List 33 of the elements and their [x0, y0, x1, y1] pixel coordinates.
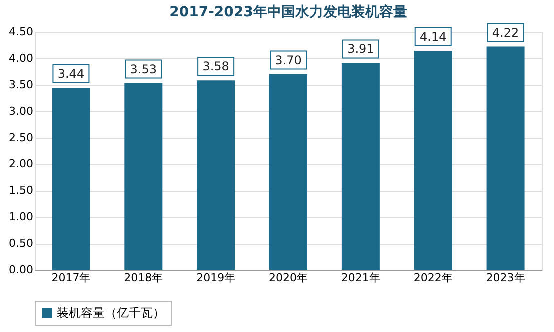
y-tick-label: 3.50: [9, 78, 34, 92]
x-tick-label: 2020年: [269, 272, 308, 284]
bar: [486, 46, 525, 270]
bar: [52, 88, 90, 270]
x-tick-label: 2017年: [52, 272, 91, 284]
bar: [197, 80, 236, 270]
text: 4.22: [492, 26, 520, 40]
bar: [270, 74, 308, 270]
legend-label: 装机容量（亿千瓦）: [57, 306, 165, 320]
y-tick-label: 1.50: [9, 184, 34, 198]
y-tick-label: 0.00: [9, 264, 34, 276]
y-tick-label: 4.50: [9, 26, 34, 38]
y-tick-label: 4.00: [9, 52, 34, 65]
x-tick-label: 2022年: [414, 272, 453, 284]
text: 3.53: [130, 62, 157, 76]
y-tick-label: 1.00: [9, 210, 34, 224]
y-tick-label: 2.00: [9, 158, 34, 171]
bar: [414, 51, 452, 270]
text: 3.70: [275, 53, 302, 68]
bar: [124, 83, 163, 270]
text: 4.14: [420, 30, 447, 44]
y-tick-label: 0.50: [9, 237, 34, 250]
y-tick-label: 3.00: [9, 104, 34, 118]
x-tick-label: 2023年: [486, 272, 526, 284]
x-tick-label: 2018年: [124, 272, 164, 284]
text: 3.91: [348, 42, 374, 56]
x-tick-label: 2019年: [196, 272, 236, 284]
x-tick-label: 2021年: [341, 272, 380, 284]
y-tick-label: 2.50: [9, 131, 34, 144]
chart-title: 2017-2023年中国水力发电装机容量: [170, 3, 408, 20]
text: 3.58: [202, 60, 230, 74]
bar: [342, 63, 380, 270]
text: 3.44: [58, 67, 85, 82]
